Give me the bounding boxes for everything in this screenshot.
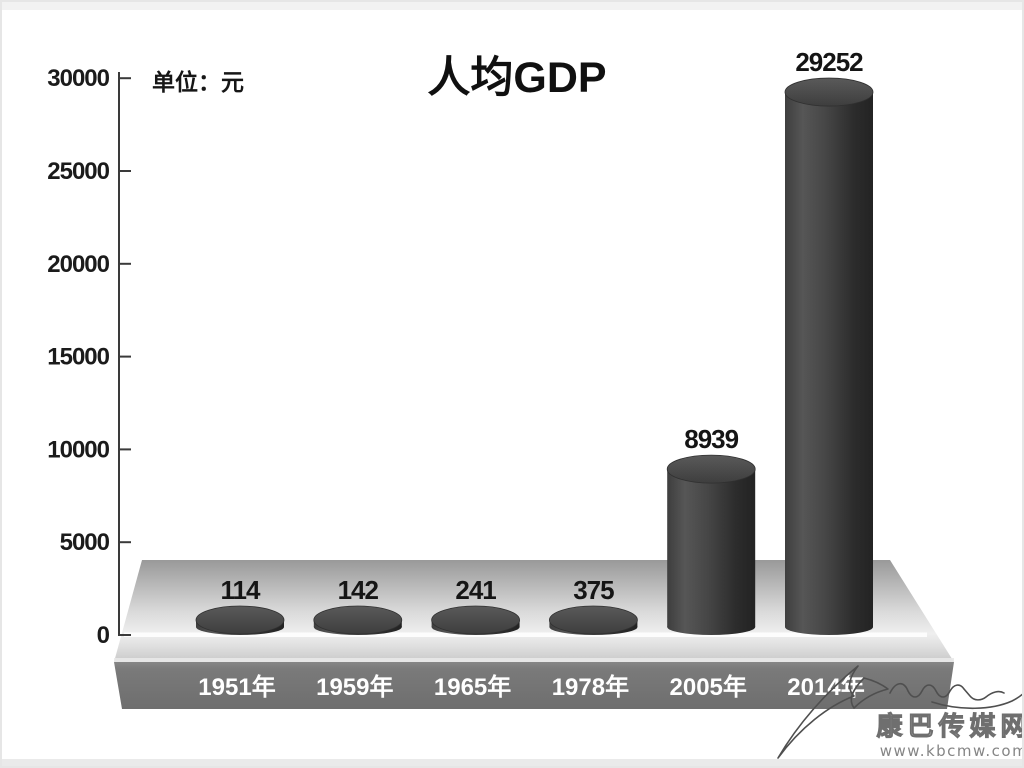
bar-value-label: 241: [455, 575, 496, 605]
cylinder-top: [313, 605, 403, 635]
y-axis: 0 5000 10000 15000 20000 25000 30000: [47, 65, 131, 649]
cylinder-top: [431, 605, 521, 635]
x-axis-label: 1951年: [198, 673, 275, 701]
floor-front-face: [114, 662, 954, 709]
x-axis-label: 1959年: [316, 673, 393, 701]
cylinder-top: [666, 454, 756, 484]
x-axis-label: 1978年: [552, 673, 629, 701]
watermark-logo-icon: [777, 665, 859, 759]
watermark-flourish-tail: [931, 693, 1022, 710]
watermark-flourish: [889, 682, 1005, 701]
bar-2005年: 8939: [666, 424, 756, 635]
watermark-site-name: 康巴传媒网: [876, 711, 1024, 741]
y-tick-label: 25000: [47, 158, 109, 185]
y-tick-label: 10000: [47, 436, 109, 463]
top-edge-strip: [2, 2, 1022, 10]
bar-value-label: 142: [338, 575, 379, 605]
bar-1978年: 375: [549, 575, 638, 635]
bar-value-label: 29252: [795, 47, 863, 77]
unit-label: 单位：元: [152, 69, 244, 95]
bars-group: 114 142 241 375 8939 29252: [195, 47, 874, 635]
bar-1951年: 114: [195, 575, 285, 635]
y-tick-label: 15000: [47, 344, 109, 371]
bar-2014年: 29252: [784, 47, 874, 635]
watermark-logo-icon-inner: [850, 677, 889, 709]
cylinder-top: [784, 77, 874, 107]
bar-value-label: 375: [573, 575, 614, 605]
y-tick-label: 20000: [47, 251, 109, 278]
floor-front-edge-highlight: [114, 658, 954, 662]
cylinder-top: [549, 605, 638, 635]
cylinder-top: [195, 605, 285, 635]
bar-value-label: 114: [221, 575, 261, 605]
bar-value-label: 8939: [684, 424, 738, 454]
y-tick-label: 30000: [47, 65, 109, 92]
watermark: 康巴传媒网 www.kbcmw.com: [777, 665, 1024, 760]
chart-title: 人均GDP: [427, 54, 606, 102]
bar-1959年: 142: [313, 575, 403, 635]
cylinder-body: [785, 92, 873, 627]
zero-baseline: [124, 632, 927, 637]
y-tick-label: 5000: [60, 529, 110, 556]
x-axis-labels: 1951年 1959年 1965年 1978年 2005年 2014年: [198, 673, 864, 701]
bar-1965年: 241: [431, 575, 521, 635]
x-axis-label: 2005年: [670, 673, 747, 701]
bottom-edge-strip: [2, 759, 1022, 766]
x-axis-label: 1965年: [434, 673, 511, 701]
cylinder-body: [667, 469, 756, 627]
y-tick-label: 0: [97, 622, 110, 649]
watermark-site-url: www.kbcmw.com: [880, 742, 1024, 760]
